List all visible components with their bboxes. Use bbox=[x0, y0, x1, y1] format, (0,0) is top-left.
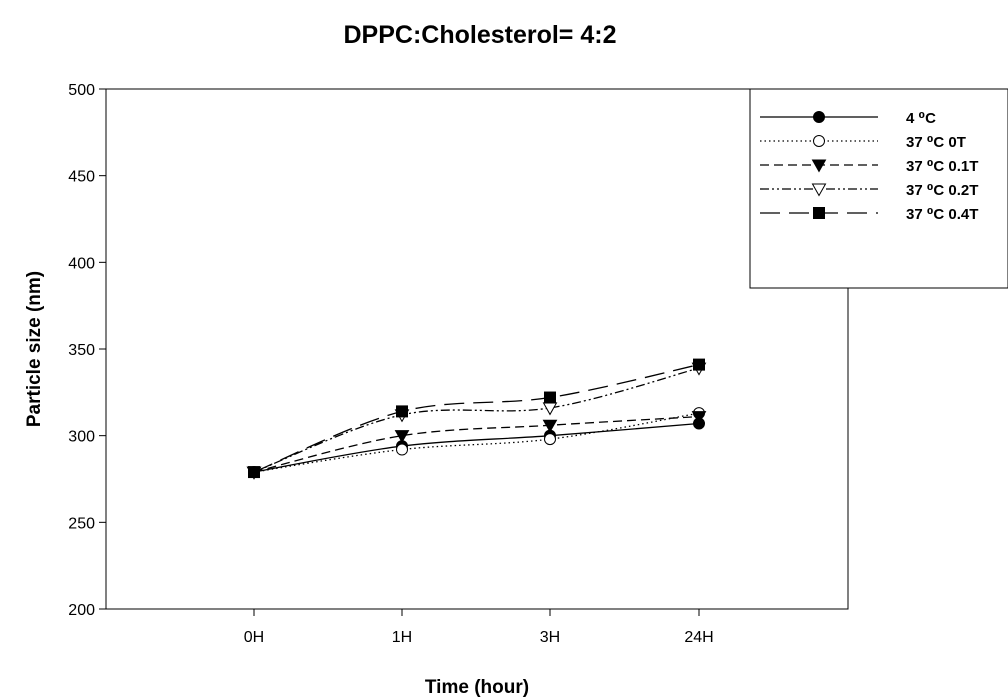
data-point bbox=[544, 391, 556, 404]
series-2 bbox=[248, 407, 705, 479]
data-point bbox=[542, 402, 558, 416]
x-tick-label: 0H bbox=[244, 629, 264, 646]
series-line bbox=[253, 412, 700, 473]
series-1 bbox=[248, 417, 705, 479]
series-5 bbox=[248, 358, 705, 479]
legend-label: 4 ⁰C bbox=[906, 110, 936, 127]
data-point bbox=[542, 419, 558, 433]
legend-box bbox=[749, 88, 1008, 289]
legend-marker bbox=[813, 207, 825, 219]
series-line bbox=[253, 363, 700, 473]
legend-label: 37 ⁰C 0.1T bbox=[906, 158, 978, 175]
y-axis-label: Particle size (nm) bbox=[24, 271, 45, 427]
x-tick-label: 1H bbox=[392, 629, 412, 646]
y-tick-label: 450 bbox=[68, 169, 95, 186]
y-tick-label: 400 bbox=[68, 255, 95, 272]
data-point bbox=[693, 358, 705, 371]
x-tick-label: 24H bbox=[684, 629, 713, 646]
y-tick-label: 350 bbox=[68, 342, 95, 359]
legend-marker bbox=[811, 159, 827, 173]
y-tick-label: 300 bbox=[68, 429, 95, 446]
y-tick-label: 250 bbox=[68, 515, 95, 532]
legend-marker bbox=[813, 135, 825, 147]
series-line bbox=[253, 422, 700, 473]
data-point bbox=[394, 430, 410, 444]
legend-label: 37 ⁰C 0.4T bbox=[906, 206, 978, 223]
data-point bbox=[544, 433, 556, 446]
x-tick-label: 3H bbox=[540, 629, 560, 646]
legend-item: 4 ⁰C bbox=[760, 110, 936, 127]
y-tick-label: 500 bbox=[68, 82, 95, 99]
legend-item: 37 ⁰C 0.2T bbox=[760, 182, 978, 199]
series-layer bbox=[246, 358, 707, 480]
data-point bbox=[396, 405, 408, 418]
data-point bbox=[396, 443, 408, 456]
y-axis: 200 250 300 350 400 450 500 bbox=[68, 82, 106, 619]
series-line bbox=[253, 367, 700, 473]
x-axis-label: Time (hour) bbox=[425, 677, 529, 698]
legend-item: 37 ⁰C 0.4T bbox=[760, 206, 978, 223]
legend-item: 37 ⁰C 0.1T bbox=[760, 158, 978, 175]
y-tick-label: 200 bbox=[68, 602, 95, 619]
data-point bbox=[248, 466, 260, 479]
legend-label: 37 ⁰C 0.2T bbox=[906, 182, 978, 199]
legend-label: 37 ⁰C 0T bbox=[906, 134, 966, 151]
series-line bbox=[253, 415, 700, 473]
x-axis: 0H 1H 3H 24H bbox=[244, 609, 714, 646]
legend-item: 37 ⁰C 0T bbox=[760, 134, 966, 151]
plot-area bbox=[105, 88, 849, 610]
legend-marker bbox=[811, 183, 827, 197]
legend-marker bbox=[813, 111, 825, 123]
data-point bbox=[691, 411, 707, 425]
legend: 4 ⁰C 37 ⁰C 0T 37 ⁰C 0.1T 37 ⁰C 0.2T 37 ⁰C 0.… bbox=[749, 88, 1008, 289]
chart-title: DPPC:Cholesterol= 4:2 bbox=[344, 21, 617, 49]
